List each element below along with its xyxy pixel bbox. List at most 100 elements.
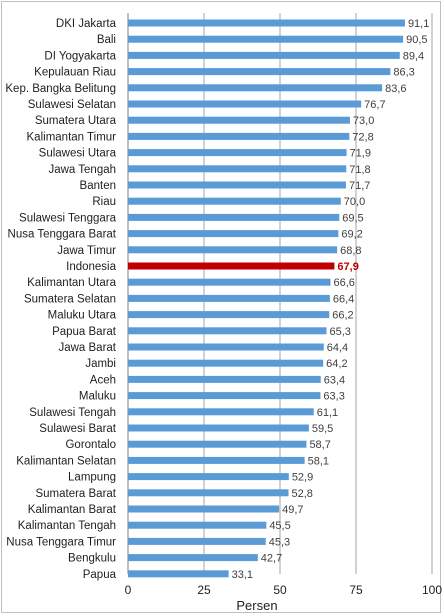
category-label: Lampung [68,472,116,484]
bar-sumatera-utara [128,116,350,124]
value-label: 42,7 [261,553,282,565]
bar-nusa-tenggara-timur [128,537,266,545]
value-label: 33,1 [232,569,253,581]
category-label: Kep. Bangka Belitung [5,83,116,95]
value-label: 76,7 [364,99,385,111]
category-label: Jawa Tengah [48,164,116,176]
bar-sumatera-barat [128,489,289,497]
value-label: 67,9 [337,261,358,273]
category-label: Kalimantan Barat [28,504,117,516]
bar-sulawesi-barat [128,424,309,432]
category-label: Kepulauan Riau [34,67,116,79]
category-label: Kalimantan Selatan [16,455,116,467]
value-label: 71,7 [349,180,370,192]
value-label: 72,8 [352,131,373,143]
x-tick-labels: 0 25 50 75 100 [125,583,443,597]
bar-sulawesi-selatan [128,100,362,108]
category-label: Aceh [90,374,116,386]
value-label: 65,3 [330,326,351,338]
value-label: 52,9 [292,472,313,484]
bar-papua-barat [128,327,327,335]
bar-bengkulu [128,554,258,562]
value-label: 58,7 [309,439,330,451]
value-label: 83,6 [385,83,406,95]
bar-jawa-barat [128,343,324,351]
value-label: 45,5 [269,520,290,532]
bar-kalimantan-utara [128,278,331,286]
category-label: Riau [92,196,116,208]
category-label: Kalimantan Tengah [18,520,116,532]
category-label: Maluku [79,391,116,403]
value-label: 90,5 [406,34,427,46]
x-tick-label: 0 [125,583,132,597]
category-label: Sumatera Barat [35,488,116,500]
value-label: 86,3 [393,67,414,79]
value-label: 58,1 [308,455,329,467]
bar-di-yogyakarta [128,51,400,59]
bar-nusa-tenggara-barat [128,230,339,238]
category-label: Bali [97,34,116,46]
category-label: Sulawesi Tenggara [19,212,117,224]
category-label: Sulawesi Selatan [28,99,116,111]
value-label: 66,6 [333,277,354,289]
category-label: DI Yogyakarta [44,50,116,62]
bar-maluku-utara [128,311,330,319]
category-label: Jawa Timur [57,245,116,257]
category-label: Nusa Tenggara Barat [8,229,117,241]
category-label: Papua Barat [52,326,117,338]
value-label: 91,1 [408,18,429,30]
value-label: 64,4 [327,342,348,354]
bar-kalimantan-timur [128,132,350,140]
value-label: 68,8 [340,245,361,257]
value-label: 69,5 [342,212,363,224]
category-label: Banten [80,180,116,192]
bar-gorontalo [128,440,307,448]
bar-dki-jakarta [128,19,405,27]
value-label: 52,8 [292,488,313,500]
bar-papua [128,570,229,578]
bar-aceh [128,375,321,383]
category-label: Sulawesi Utara [39,148,117,160]
value-label: 66,2 [332,310,353,322]
bar-riau [128,197,341,205]
value-label: 89,4 [403,50,424,62]
value-label: 66,4 [333,293,354,305]
x-tick-label: 50 [273,583,287,597]
value-label: 71,9 [350,148,371,160]
value-label: 61,1 [317,407,338,419]
category-label: Jambi [85,358,116,370]
value-label: 70,0 [344,196,365,208]
bar-maluku [128,392,321,400]
bar-sulawesi-tenggara [128,213,340,221]
bar-sulawesi-tengah [128,408,314,416]
value-label: 59,5 [312,423,333,435]
category-label: Jawa Barat [58,342,116,354]
bar-kalimantan-selatan [128,456,305,464]
bar-banten [128,181,346,189]
value-label: 45,3 [269,536,290,548]
x-tick-label: 75 [349,583,363,597]
value-label: 73,0 [353,115,374,127]
bar-lampung [128,473,289,481]
x-tick-label: 25 [197,583,211,597]
bar-sumatera-selatan [128,294,330,302]
bars [128,19,405,578]
category-labels: DKI Jakarta Bali DI Yogyakarta Kepulauan Ri… [5,18,116,581]
category-label: Papua [83,569,117,581]
bar-sulawesi-utara [128,149,347,157]
value-label: 64,2 [326,358,347,370]
bar-bali [128,35,404,43]
bar-jawa-timur [128,246,338,254]
category-label: Sulawesi Tengah [29,407,116,419]
category-label: Nusa Tenggara Timur [6,536,116,548]
bar-kalimantan-barat [128,505,280,513]
bar-jambi [128,359,324,367]
value-label: 69,2 [341,229,362,241]
category-label: Sumatera Utara [35,115,117,127]
value-label: 71,8 [349,164,370,176]
category-label: Kalimantan Timur [27,131,117,143]
x-axis-title: Persen [236,598,277,613]
bar-kep-bangka-belitung [128,84,383,92]
